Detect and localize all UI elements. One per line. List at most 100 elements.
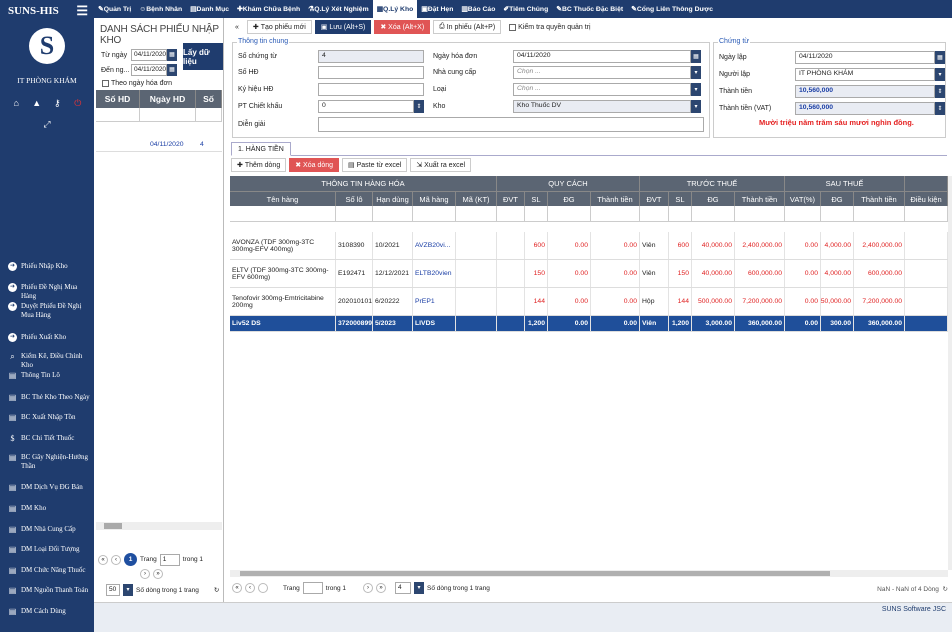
page-input[interactable] bbox=[302, 582, 323, 594]
chevron-down-icon[interactable]: ▾ bbox=[691, 100, 701, 113]
col-header[interactable]: Mã hàng bbox=[413, 192, 456, 206]
sidebar-item[interactable]: ▤ BC Gây Nghiện-Hướng Thần bbox=[0, 453, 94, 471]
current-page[interactable] bbox=[258, 583, 268, 593]
filter-cell[interactable] bbox=[456, 206, 497, 221]
created-date-input[interactable]: 04/11/2020 bbox=[795, 51, 935, 64]
col-header[interactable]: SL bbox=[525, 192, 548, 206]
filter-cell[interactable] bbox=[548, 206, 591, 221]
type-select[interactable]: Chọn ... bbox=[513, 83, 691, 96]
chevron-down-icon[interactable]: ▾ bbox=[414, 582, 424, 594]
table-row[interactable]: Tenofovir 300mg-Emtricitabine 200mg 20201… bbox=[230, 288, 948, 316]
sidebar-item[interactable]: ➜ Phiếu Nhập Kho bbox=[0, 262, 94, 271]
delete-row-button[interactable]: ✖ Xóa dòng bbox=[289, 158, 340, 172]
col-header[interactable]: Mã (KT) bbox=[456, 192, 497, 206]
sidebar-item[interactable]: ▤ BC Thẻ Kho Theo Ngày bbox=[0, 393, 94, 402]
sidebar-item[interactable]: ▤ DM Loại Đối Tượng bbox=[0, 545, 94, 554]
filter-cell[interactable] bbox=[692, 206, 735, 221]
invoice-no-input[interactable] bbox=[318, 66, 424, 79]
sidebar-item[interactable]: ▤ DM Nhà Cung Cấp bbox=[0, 525, 94, 534]
export-excel-button[interactable]: ⇲ Xuất ra excel bbox=[410, 158, 472, 172]
expand-icon[interactable]: ⤢ bbox=[43, 119, 51, 129]
filter-cell[interactable] bbox=[785, 206, 821, 221]
col-header[interactable]: Thành tiền bbox=[735, 192, 785, 206]
to-date-input[interactable]: 04/11/2020 bbox=[131, 64, 167, 76]
nav-tab[interactable]: ☺ Bệnh Nhân bbox=[135, 0, 186, 18]
back-button[interactable]: « bbox=[230, 20, 244, 34]
nav-tab[interactable]: ▦ Q.Lý Kho bbox=[372, 0, 418, 18]
col-header[interactable]: Thành tiền bbox=[591, 192, 640, 206]
sidebar-item[interactable]: ▤ BC Xuất Nhập Tồn bbox=[0, 413, 94, 422]
filter-cell[interactable] bbox=[373, 206, 413, 221]
spinner-icon[interactable]: ⇕ bbox=[935, 85, 945, 98]
table-row[interactable]: AVONZA (TDF 300mg-3TC 300mg-EFV 400mg) 31… bbox=[230, 232, 948, 260]
nav-tab[interactable]: ✚ Khám Chữa Bệnh bbox=[233, 0, 304, 18]
nav-tab[interactable]: ✎ Cổng Liên Thông Dược bbox=[627, 0, 717, 18]
invoice-date-input[interactable]: 04/11/2020 bbox=[513, 50, 691, 63]
nav-tab[interactable]: ✐ Tiêm Chủng bbox=[499, 0, 552, 18]
sidebar-item[interactable]: ⌕ Kiểm Kê, Điều Chỉnh Kho bbox=[0, 352, 94, 370]
chevron-down-icon[interactable]: ▾ bbox=[123, 584, 133, 596]
tab-goods-money[interactable]: 1. HÀNG TIỀN bbox=[231, 142, 291, 156]
filter-cell[interactable] bbox=[640, 206, 669, 221]
checkbox[interactable] bbox=[509, 23, 517, 31]
sidebar-item[interactable]: ➜ Phiếu Đề Nghị Mua Hàng bbox=[0, 283, 94, 301]
col-header[interactable]: Ngày HD bbox=[140, 90, 196, 108]
calendar-icon[interactable]: ▦ bbox=[935, 51, 945, 64]
new-receipt-button[interactable]: ✚ Tạo phiếu mới bbox=[246, 20, 312, 34]
first-page-icon[interactable]: « bbox=[232, 583, 242, 593]
col-header[interactable]: ĐVT bbox=[497, 192, 525, 206]
invoice-symbol-input[interactable] bbox=[318, 83, 424, 96]
warehouse-select[interactable]: Kho Thuốc DV bbox=[513, 100, 691, 113]
sidebar-item[interactable]: ➜ Phiếu Xuất Kho bbox=[0, 333, 94, 342]
chevron-down-icon[interactable]: ▾ bbox=[691, 66, 701, 79]
sidebar-item[interactable]: ▤ DM Dịch Vụ ĐG Bán bbox=[0, 483, 94, 492]
chevron-down-icon[interactable]: ▾ bbox=[691, 83, 701, 96]
filter-cell[interactable] bbox=[591, 206, 640, 221]
col-header[interactable]: Điều kiện bbox=[905, 192, 948, 206]
amount-vat-input[interactable]: 10,560,000 bbox=[795, 102, 935, 115]
vertical-scrollbar[interactable] bbox=[948, 176, 952, 570]
calendar-icon[interactable]: ▦ bbox=[691, 50, 701, 63]
bell-icon[interactable]: ▲ bbox=[32, 98, 42, 108]
table-row[interactable]: 04/11/2020 4 bbox=[96, 138, 222, 152]
filter-cell[interactable] bbox=[525, 206, 548, 221]
table-row[interactable]: Liv52 DS 372000899 5/2023 LIVDS 1,200 0.00 0.0… bbox=[230, 316, 948, 332]
col-header[interactable]: Hạn dùng bbox=[373, 192, 413, 206]
col-header[interactable]: Số lô bbox=[336, 192, 373, 206]
amount-input[interactable]: 10,560,000 bbox=[795, 85, 935, 98]
filter-cell[interactable] bbox=[230, 206, 336, 221]
col-header[interactable]: Tên hàng bbox=[230, 192, 336, 206]
filter-row[interactable] bbox=[96, 108, 222, 122]
creator-select[interactable]: IT PHÒNG KHÁM bbox=[795, 68, 935, 81]
checkbox[interactable] bbox=[102, 80, 109, 87]
prev-page-icon[interactable]: ‹ bbox=[111, 554, 121, 565]
spinner-icon[interactable]: ⇕ bbox=[414, 100, 424, 113]
key-icon[interactable]: ⚷ bbox=[53, 98, 61, 108]
col-header[interactable]: Số HD bbox=[96, 90, 140, 108]
current-page[interactable]: 1 bbox=[124, 553, 137, 566]
sidebar-item[interactable]: ▤ DM Chức Năng Thuốc bbox=[0, 566, 94, 575]
sidebar-item[interactable]: ▤ Thông Tin Lô bbox=[0, 371, 94, 380]
nav-tab[interactable]: ✎ Quản Trị bbox=[94, 0, 135, 18]
discount-input[interactable]: 0 bbox=[318, 100, 414, 113]
horizontal-scrollbar[interactable] bbox=[96, 522, 222, 530]
nav-tab[interactable]: ⚗ Q.Lý Xét Nghiệm bbox=[304, 0, 372, 18]
paste-excel-button[interactable]: ▤ Paste từ excel bbox=[342, 158, 408, 172]
col-header[interactable]: ĐG bbox=[548, 192, 591, 206]
col-header[interactable]: ĐVT bbox=[640, 192, 669, 206]
home-icon[interactable]: ⌂ bbox=[13, 98, 19, 108]
nav-tab[interactable]: ▥ Báo Cáo bbox=[457, 0, 499, 18]
refresh-icon[interactable]: ↻ bbox=[213, 587, 220, 594]
chevron-down-icon[interactable]: ▾ bbox=[935, 68, 945, 81]
from-date-input[interactable]: 04/11/2020 bbox=[131, 49, 167, 61]
save-button[interactable]: ▣ Lưu (Alt+S) bbox=[314, 20, 372, 34]
description-input[interactable] bbox=[318, 117, 704, 132]
nav-tab[interactable]: ▤ Danh Mục bbox=[186, 0, 233, 18]
col-header[interactable]: SL bbox=[669, 192, 692, 206]
sidebar-item[interactable]: ➜ Duyệt Phiếu Đề Nghị Mua Hàng bbox=[0, 302, 94, 320]
calendar-icon[interactable]: ▦ bbox=[167, 64, 177, 76]
filter-cell[interactable] bbox=[497, 206, 525, 221]
sidebar-item[interactable]: ▤ DM Nguồn Thanh Toán bbox=[0, 586, 94, 595]
page-size-input[interactable]: 4 bbox=[395, 582, 411, 594]
filter-cell[interactable] bbox=[905, 206, 948, 221]
